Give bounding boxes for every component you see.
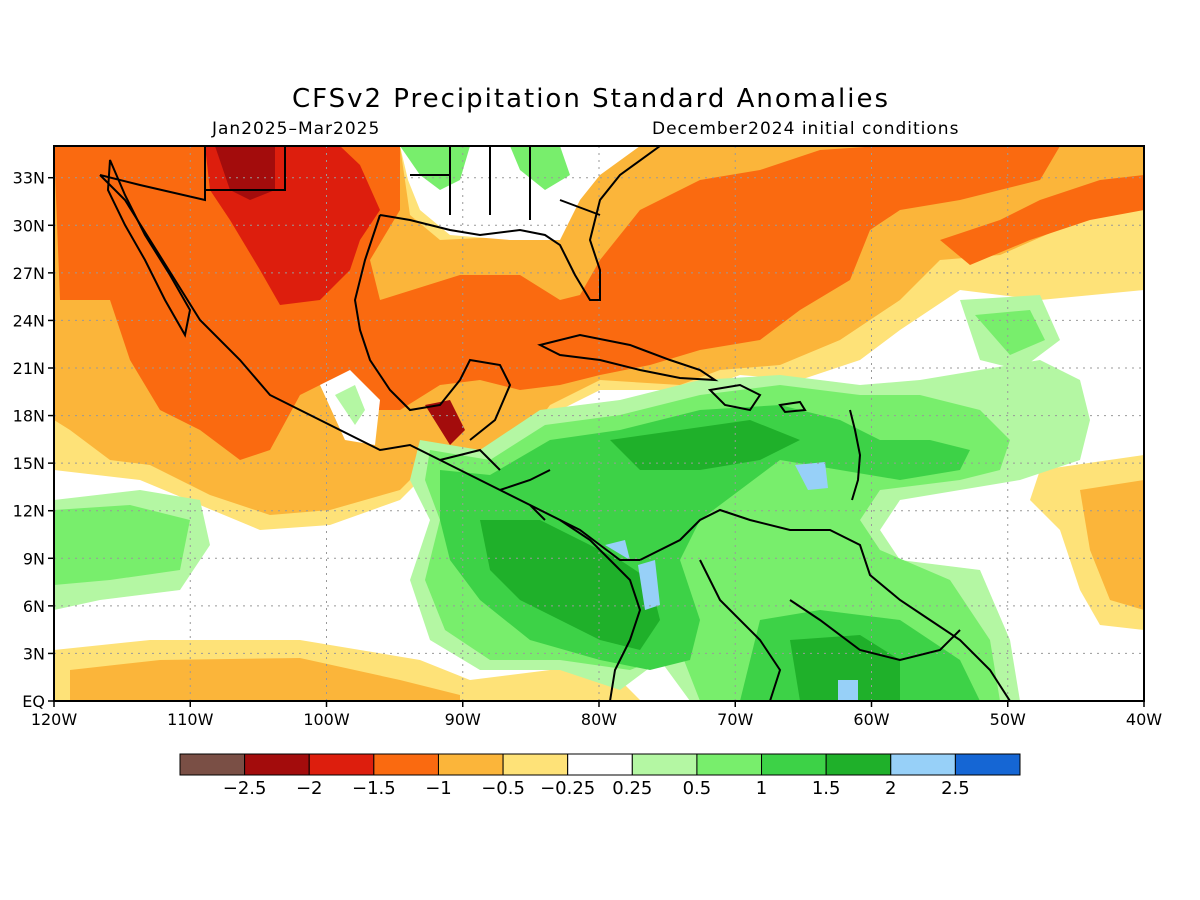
wet-extreme-colombia <box>638 560 660 610</box>
lat-tick-label: 24N <box>13 311 45 330</box>
border-south-america <box>699 559 961 701</box>
colorbar-label: 0.25 <box>612 778 652 799</box>
coastline-puerto-rico <box>778 400 807 414</box>
colorbar-label: −1 <box>425 778 452 799</box>
border-us-mexico <box>99 146 286 202</box>
colorbar-swatch <box>437 753 504 776</box>
colorbar-swatch <box>502 753 569 776</box>
lon-tick-label: 40W <box>1126 710 1162 729</box>
lat-tick-label: 18N <box>13 407 45 426</box>
lon-tick-label: 100W <box>303 710 350 729</box>
wet-region-atlantic-light <box>975 310 1045 355</box>
lat-tick-label: 30N <box>13 216 45 235</box>
wet-pocket-mexico-light <box>335 385 365 425</box>
coastline-panama <box>559 519 640 561</box>
lesser-antilles <box>849 409 862 501</box>
lat-tick-label: 21N <box>13 359 45 378</box>
wet-region-us-east <box>400 146 470 190</box>
latitude-axis: EQ 3N 6N 9N 12N 15N 18N 21N 24N 27N 30N 33N <box>13 169 54 711</box>
coastline-gulf <box>353 214 512 441</box>
colorbar-label: 2 <box>885 778 896 799</box>
border-central-america <box>439 448 551 521</box>
dry-region-yucatan <box>425 400 465 445</box>
longitude-axis: 120W 110W 100W 90W 80W 70W 60W 50W 40W <box>31 701 1162 729</box>
lat-tick-label: 12N <box>13 502 45 521</box>
map-title: CFSv2 Precipitation Standard Anomalies <box>291 84 891 114</box>
colorbar-swatch <box>954 753 1021 776</box>
colorbar: −2.5 −2 −1.5 −1 −0.5 −0.25 0.25 0.5 1 1.5 2 2.5 <box>179 753 1021 799</box>
wet-region-amazon-strong <box>790 635 900 701</box>
colorbar-swatch <box>825 753 892 776</box>
wet-extreme-panama <box>605 540 630 560</box>
colorbar-label: −0.25 <box>540 778 595 799</box>
lon-tick-label: 90W <box>445 710 481 729</box>
colorbar-label: −2 <box>296 778 323 799</box>
lon-tick-label: 50W <box>990 710 1026 729</box>
dry-band-equatorial-light <box>70 658 460 701</box>
colorbar-swatch <box>373 753 439 776</box>
lat-tick-label: 6N <box>23 597 45 616</box>
colorbar-swatch <box>567 753 633 776</box>
initial-conditions: December2024 initial conditions <box>652 119 960 139</box>
wet-region-central-strong <box>610 420 800 470</box>
coastline-baja <box>106 159 192 338</box>
lon-tick-label: 120W <box>31 710 78 729</box>
colorbar-swatch <box>179 753 246 776</box>
lon-tick-label: 110W <box>167 710 214 729</box>
dry-region-east-atlantic-light <box>1080 480 1144 610</box>
colorbar-label: 1 <box>756 778 767 799</box>
lat-tick-label: 27N <box>13 264 45 283</box>
lat-tick-label: EQ <box>22 692 45 711</box>
wet-region-us-southeast <box>510 146 570 190</box>
anomaly-field <box>54 146 1144 701</box>
lat-tick-label: 3N <box>23 644 45 663</box>
dry-region-gulf-moderate <box>940 175 1144 265</box>
dry-region-north-extreme <box>215 146 275 200</box>
lat-tick-label: 33N <box>13 169 45 188</box>
colorbar-swatch <box>890 753 956 776</box>
colorbar-swatch <box>308 753 375 776</box>
grid-lines <box>54 146 1144 701</box>
coastline-hispaniola <box>707 383 762 412</box>
lon-tick-label: 60W <box>853 710 889 729</box>
colorbar-label: −2.5 <box>223 778 267 799</box>
colorbar-swatch <box>631 753 698 776</box>
colorbar-label: 1.5 <box>812 778 841 799</box>
wet-region-caribbean-strong <box>480 520 660 650</box>
forecast-period: Jan2025–Mar2025 <box>212 119 381 139</box>
colorbar-swatch <box>244 753 310 776</box>
colorbar-swatch <box>761 753 827 776</box>
coastline-south-america <box>639 508 1011 701</box>
colorbar-label: −1.5 <box>352 778 396 799</box>
lat-tick-label: 15N <box>13 454 45 473</box>
colorbar-label: −0.5 <box>481 778 525 799</box>
wet-extreme-antilles <box>795 462 828 490</box>
coastline-cuba <box>537 333 719 382</box>
lon-tick-label: 70W <box>717 710 753 729</box>
border-us-states <box>410 146 601 220</box>
lat-tick-label: 9N <box>23 549 45 568</box>
colorbar-label: 2.5 <box>941 778 970 799</box>
colorbar-label: 0.5 <box>683 778 712 799</box>
wet-extreme-amazon <box>838 680 858 700</box>
wet-region-east-pacific-light <box>54 505 190 585</box>
coastlines <box>99 146 1011 701</box>
lon-tick-label: 80W <box>581 710 617 729</box>
colorbar-swatch <box>696 753 763 776</box>
